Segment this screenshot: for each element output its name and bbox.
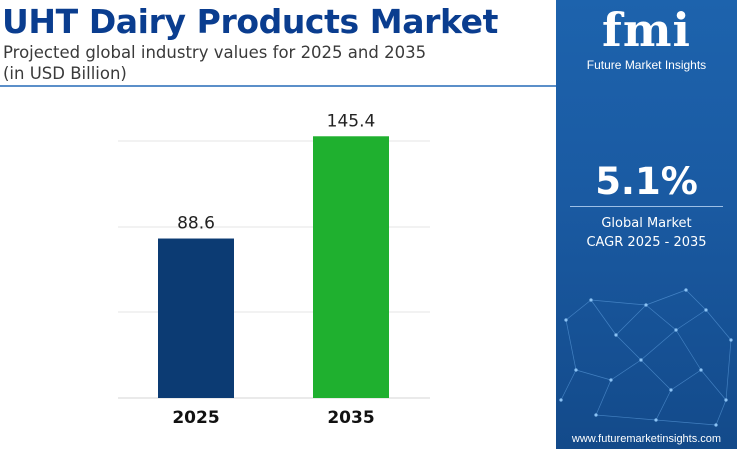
network-edge bbox=[560, 369, 577, 401]
network-edge bbox=[595, 414, 657, 421]
network-node bbox=[609, 378, 613, 382]
network-edge bbox=[575, 369, 612, 381]
header-divider bbox=[0, 85, 556, 87]
bar-2025 bbox=[158, 238, 234, 398]
network-edge bbox=[615, 304, 647, 336]
cagr-label-line-2: CAGR 2025 - 2035 bbox=[586, 235, 707, 250]
network-node bbox=[644, 303, 648, 307]
info-sidebar: fmi Future Market Insights 5.1% Global M… bbox=[556, 0, 737, 449]
network-node bbox=[729, 338, 733, 342]
network-decoration bbox=[559, 288, 733, 427]
cagr-value: 5.1% bbox=[595, 160, 698, 203]
network-edge bbox=[595, 379, 612, 416]
data-label-2035: 145.4 bbox=[327, 111, 376, 131]
network-node bbox=[684, 288, 688, 292]
network-edge bbox=[655, 419, 717, 426]
network-edge bbox=[590, 299, 617, 336]
network-node bbox=[559, 398, 563, 402]
network-edge bbox=[675, 329, 702, 371]
subtitle-line-1: Projected global industry values for 202… bbox=[3, 43, 427, 62]
network-node bbox=[699, 368, 703, 372]
network-edge bbox=[705, 309, 732, 341]
network-edge bbox=[640, 329, 677, 361]
network-node bbox=[669, 388, 673, 392]
network-node bbox=[674, 328, 678, 332]
chart-panel: UHT Dairy Products Market Projected glob… bbox=[0, 2, 556, 428]
network-node bbox=[704, 308, 708, 312]
network-edge bbox=[655, 389, 672, 421]
network-edge bbox=[645, 304, 677, 331]
network-edge bbox=[700, 369, 727, 401]
page-title: UHT Dairy Products Market bbox=[2, 2, 498, 41]
network-node bbox=[654, 418, 658, 422]
network-edge bbox=[725, 339, 732, 401]
cagr-label-line-1: Global Market bbox=[601, 216, 692, 231]
network-edge bbox=[675, 309, 707, 331]
website-url: www.futuremarketinsights.com bbox=[571, 433, 722, 445]
network-edge bbox=[670, 369, 702, 391]
network-node bbox=[724, 398, 728, 402]
x-tick-label-2025: 2025 bbox=[172, 408, 219, 428]
network-edge bbox=[610, 359, 642, 381]
data-label-2025: 88.6 bbox=[177, 214, 215, 234]
subtitle-line-2: (in USD Billion) bbox=[3, 64, 127, 83]
network-edge bbox=[615, 334, 642, 361]
network-node bbox=[574, 368, 578, 372]
logo-text: fmi bbox=[602, 3, 691, 57]
x-tick-label-2035: 2035 bbox=[327, 408, 374, 428]
network-node bbox=[594, 413, 598, 417]
network-edge bbox=[565, 299, 592, 321]
network-node bbox=[639, 358, 643, 362]
logo-subtext: Future Market Insights bbox=[586, 58, 707, 72]
network-node bbox=[564, 318, 568, 322]
network-edge bbox=[565, 319, 577, 371]
network-node bbox=[589, 298, 593, 302]
cagr-divider bbox=[570, 206, 723, 207]
fmi-logo: fmi Future Market Insights bbox=[556, 4, 737, 72]
network-node bbox=[714, 423, 718, 427]
network-edge bbox=[590, 299, 647, 306]
network-node bbox=[614, 333, 618, 337]
network-edge bbox=[685, 289, 707, 311]
network-edge bbox=[645, 289, 687, 306]
network-edge bbox=[715, 399, 727, 426]
bar-chart: 88.6 2025 145.4 2035 bbox=[118, 111, 430, 428]
bar-2035 bbox=[313, 136, 389, 398]
network-edge bbox=[640, 359, 672, 391]
